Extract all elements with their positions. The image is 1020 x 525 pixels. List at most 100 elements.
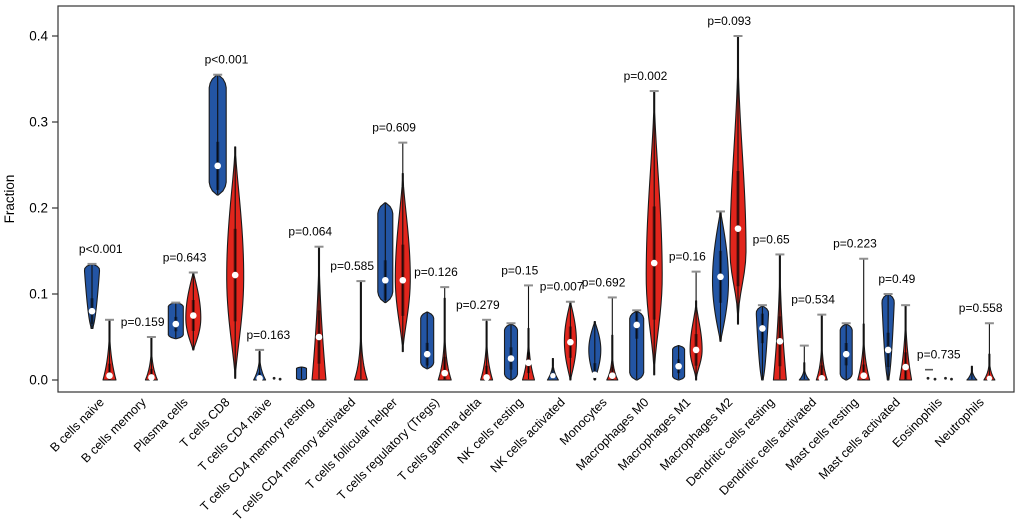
median-dot	[231, 271, 239, 279]
violin-red-17	[815, 313, 828, 382]
quartile-box	[485, 365, 489, 380]
violin-red-14	[689, 270, 703, 381]
violin-blue-2	[167, 301, 184, 340]
quartile-box	[820, 365, 824, 380]
x-category-label: Macrophages M0	[573, 395, 651, 473]
median-dot	[382, 276, 389, 284]
median-dot	[986, 375, 993, 381]
violin-blue-15	[711, 210, 730, 342]
median-dot	[842, 350, 850, 358]
violin-red-18	[857, 257, 871, 381]
x-category-label: Mast cells resting	[783, 395, 861, 473]
p-value-label: p=0.163	[246, 328, 290, 342]
violin-blue-4	[253, 348, 267, 382]
violin-blue-17	[798, 344, 810, 381]
p-value-label: p=0.16	[669, 250, 706, 264]
p-value-label: p<0.001	[205, 53, 249, 67]
median-dot	[315, 333, 323, 341]
median-dot	[860, 372, 867, 380]
y-tick-label: 0.1	[29, 287, 48, 302]
violin-red-20	[944, 376, 953, 381]
median-dot	[399, 276, 407, 284]
violin-blue-7	[377, 202, 394, 304]
p-value-label: p=0.002	[624, 69, 668, 83]
p-value-label: p=0.007	[540, 280, 584, 294]
p-value-label: p=0.735	[917, 348, 961, 362]
violin-blue-16	[755, 304, 770, 381]
outlier-dot	[278, 377, 282, 381]
violin-blue-5	[295, 366, 308, 381]
p-value-label: p<0.001	[79, 242, 123, 256]
median-dot	[550, 373, 556, 379]
median-dot	[507, 355, 515, 362]
median-dot	[567, 338, 574, 346]
median-dot	[591, 371, 599, 379]
median-dot	[190, 312, 197, 319]
median-dot	[172, 320, 180, 328]
median-dot	[884, 346, 892, 354]
violin-blue-18	[839, 322, 853, 381]
p-value-label: p=0.692	[582, 275, 626, 289]
median-dot	[759, 325, 766, 332]
p-value-label: p=0.49	[878, 272, 915, 286]
violin-blue-13	[629, 309, 645, 381]
x-category-label: Macrophages M1	[615, 395, 693, 473]
violin-blue-10	[503, 322, 519, 381]
p-value-label: p=0.279	[456, 298, 500, 312]
p-value-label: p=0.159	[121, 315, 165, 329]
p-value-label: p=0.093	[707, 14, 751, 28]
median-dot	[214, 162, 221, 170]
violin-red-6	[353, 280, 368, 381]
p-value-label: p=0.126	[414, 265, 458, 279]
p-value-label: p=0.558	[959, 301, 1003, 315]
median-dot	[423, 350, 431, 358]
median-dot	[776, 338, 784, 345]
median-dot	[106, 372, 113, 380]
violin-red-1	[144, 336, 158, 381]
p-value-label: p=0.534	[791, 293, 835, 307]
median-dot	[256, 374, 263, 382]
y-axis-title: Fraction	[2, 175, 17, 224]
violin-red-5	[311, 245, 327, 381]
median-dot	[609, 372, 616, 380]
median-dot	[902, 363, 909, 371]
x-category-label: T cells CD4 naive	[195, 395, 274, 474]
y-tick-label: 0.0	[29, 373, 48, 388]
violin-red-4	[272, 376, 282, 381]
median-dot	[675, 362, 682, 370]
p-value-label: p=0.064	[288, 225, 332, 239]
violin-red-3	[226, 146, 245, 379]
x-category-label: NK cells activated	[488, 395, 568, 475]
x-category-label: Mast cells activated	[816, 395, 903, 482]
outlier-dot	[944, 376, 947, 380]
outlier-dot	[926, 376, 930, 380]
violin-blue-11	[546, 357, 559, 381]
quartile-box	[443, 356, 447, 380]
violin-red-8	[437, 286, 452, 381]
violin-blue-12	[588, 320, 602, 381]
median-dot	[483, 374, 490, 381]
violin-red-0	[102, 318, 117, 381]
violin-red-10	[521, 284, 536, 381]
y-tick-label: 0.2	[29, 201, 48, 216]
violin-blue-3	[208, 73, 227, 196]
violin-red-7	[394, 141, 411, 353]
violin-blue-20	[925, 368, 937, 381]
p-value-label: p=0.609	[372, 121, 416, 135]
violin-red-9	[480, 318, 494, 381]
quartile-box	[862, 364, 866, 380]
median-dot	[441, 369, 449, 377]
violin-blue-8	[420, 311, 435, 370]
violin-red-16	[772, 253, 787, 381]
violin-red-19	[899, 304, 913, 381]
p-value-label: p=0.585	[330, 259, 374, 273]
violin-red-15	[729, 35, 747, 325]
violin-red-2	[185, 271, 202, 351]
violin-red-12	[606, 296, 619, 381]
outlier-dot	[950, 377, 953, 381]
median-dot	[692, 346, 700, 354]
median-dot	[717, 273, 724, 281]
violin-blue-19	[881, 293, 895, 381]
